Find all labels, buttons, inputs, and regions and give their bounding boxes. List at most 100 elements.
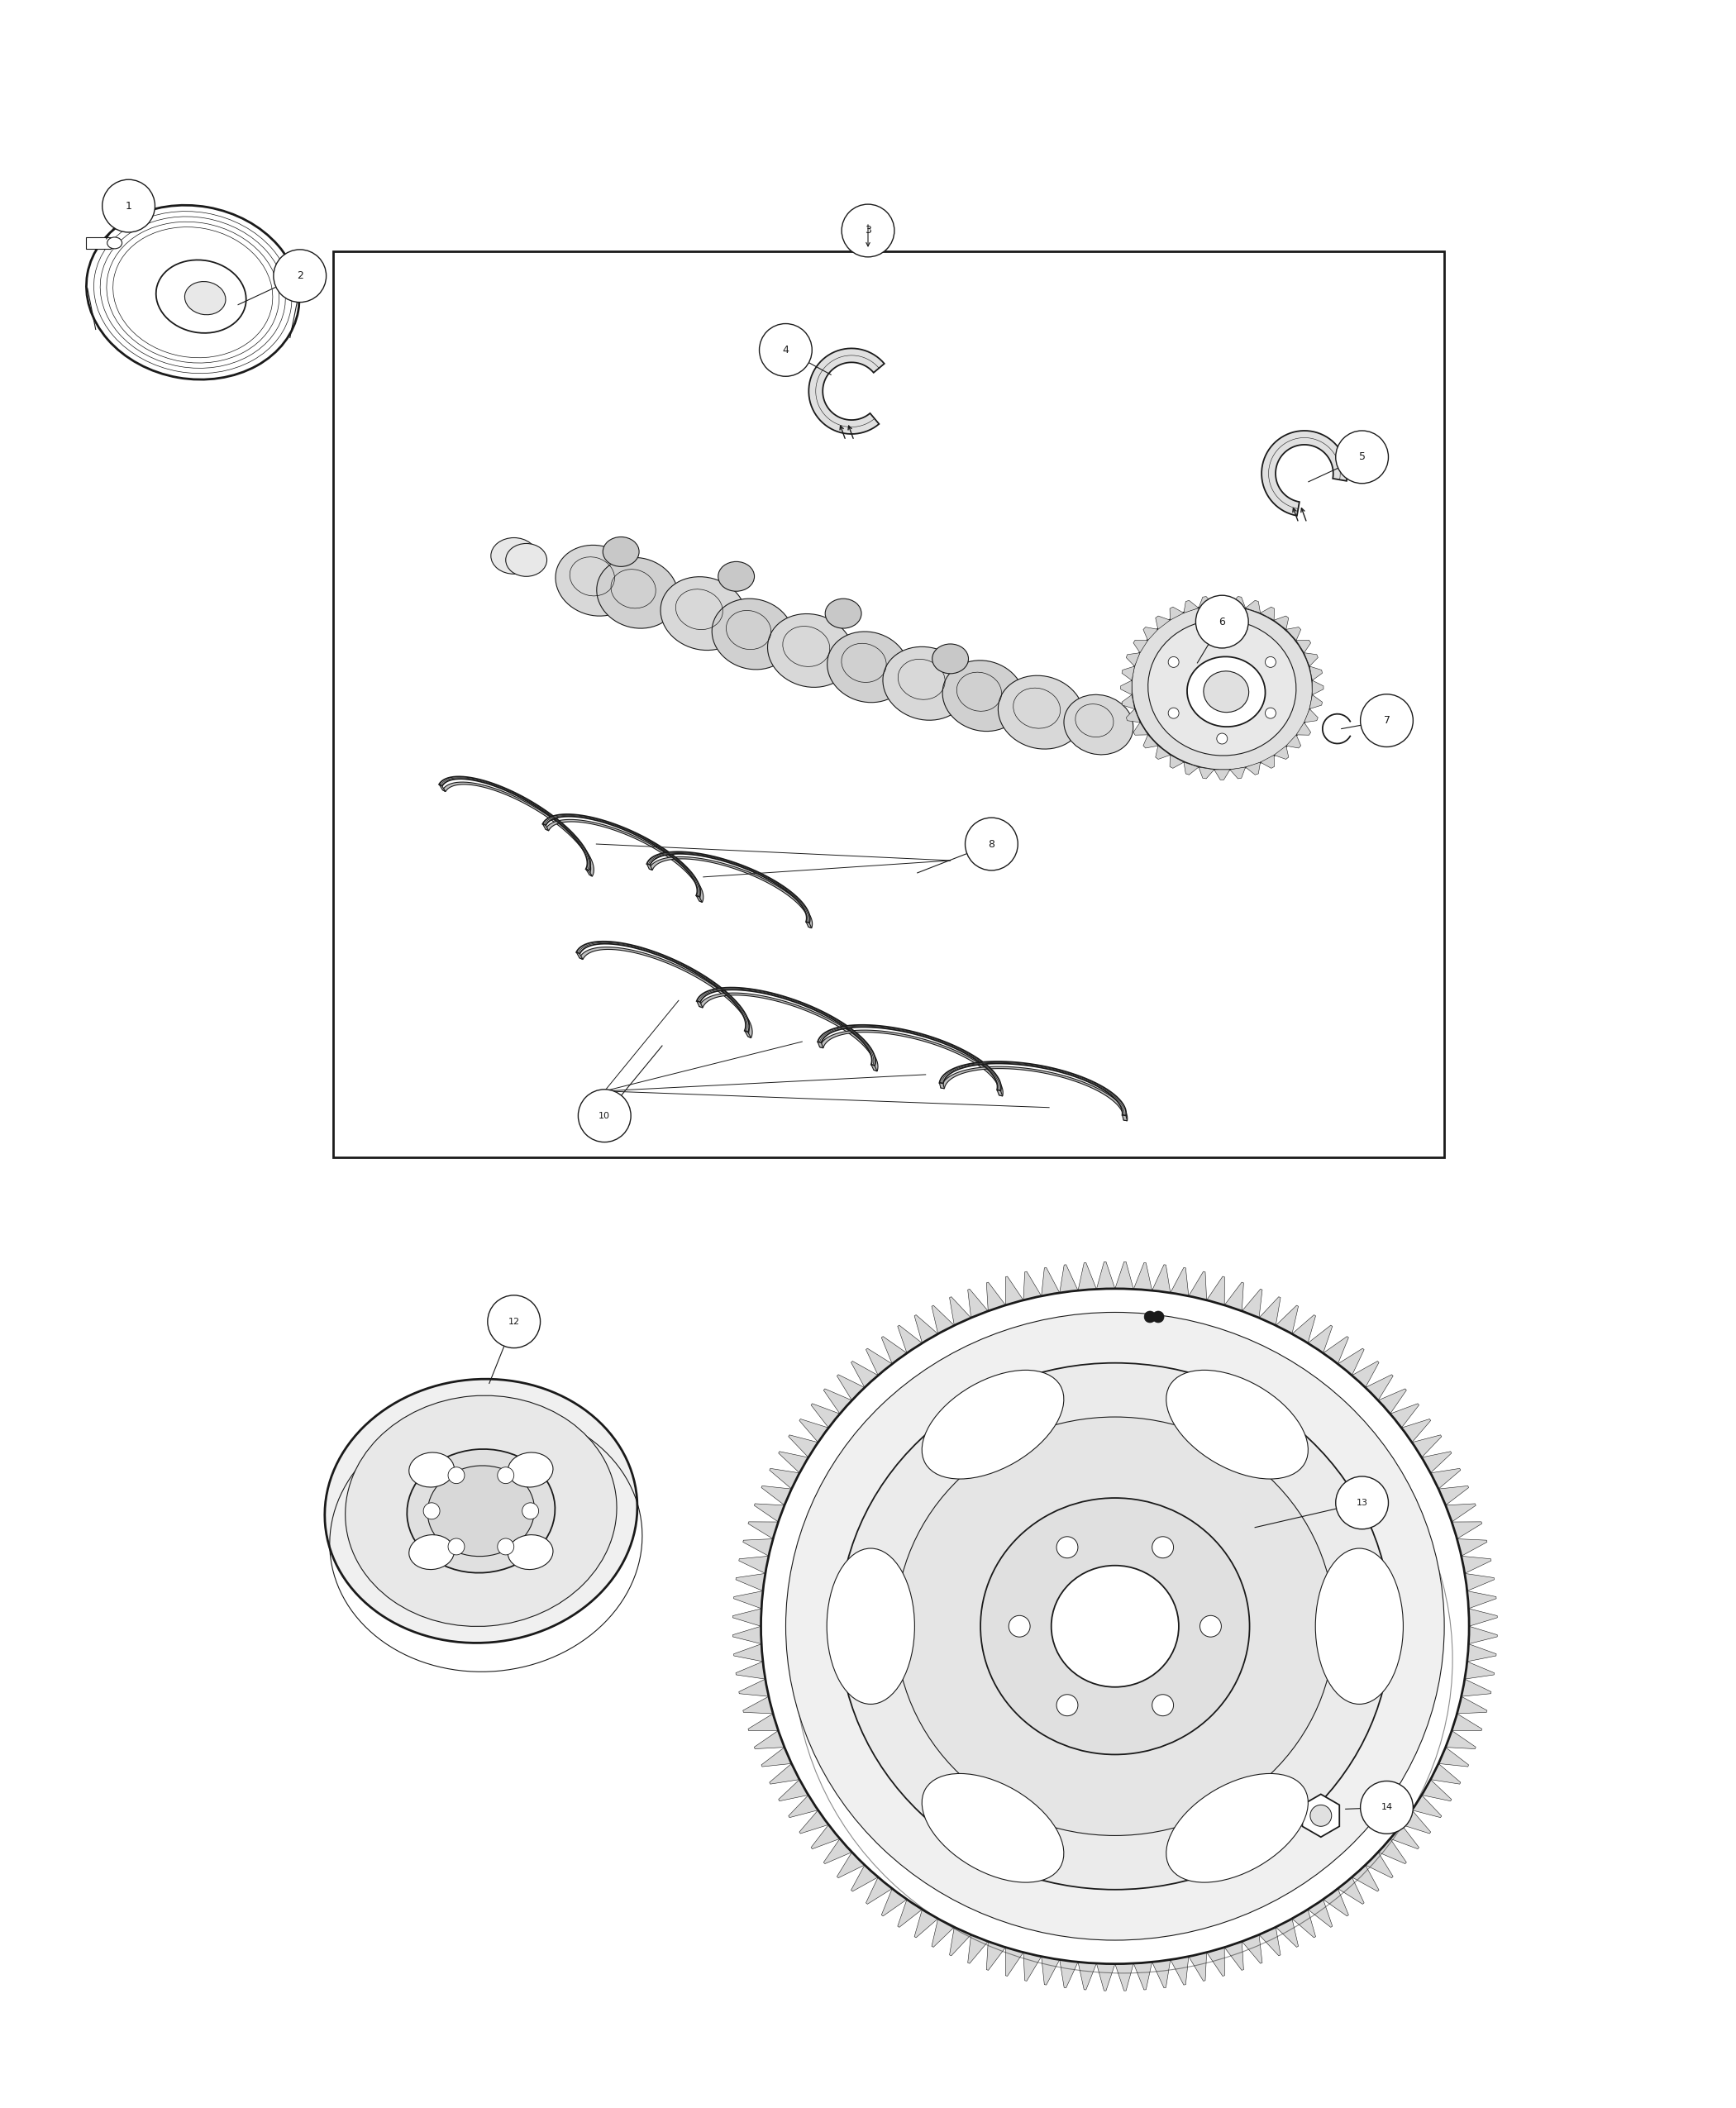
- Circle shape: [578, 1090, 630, 1143]
- Polygon shape: [939, 1084, 944, 1088]
- Polygon shape: [1411, 1436, 1441, 1457]
- Polygon shape: [696, 896, 703, 902]
- Ellipse shape: [602, 538, 639, 567]
- Polygon shape: [743, 1539, 773, 1556]
- Ellipse shape: [828, 632, 908, 702]
- Polygon shape: [748, 1522, 778, 1539]
- Polygon shape: [967, 1935, 988, 1963]
- Polygon shape: [1207, 1948, 1224, 1975]
- Polygon shape: [576, 953, 583, 959]
- Polygon shape: [778, 1779, 809, 1800]
- Polygon shape: [1462, 1680, 1491, 1697]
- Ellipse shape: [1187, 658, 1266, 727]
- Polygon shape: [1184, 763, 1198, 776]
- Polygon shape: [871, 1065, 877, 1071]
- Polygon shape: [1156, 616, 1170, 630]
- Polygon shape: [1121, 681, 1132, 696]
- Polygon shape: [769, 1764, 800, 1783]
- Polygon shape: [1304, 708, 1318, 723]
- Circle shape: [1153, 1311, 1165, 1322]
- Polygon shape: [950, 1296, 970, 1326]
- Polygon shape: [932, 1918, 955, 1948]
- Polygon shape: [986, 1941, 1005, 1971]
- Ellipse shape: [838, 1364, 1391, 1889]
- Polygon shape: [1170, 1267, 1189, 1296]
- Polygon shape: [1286, 626, 1300, 641]
- Polygon shape: [1276, 1305, 1299, 1334]
- Polygon shape: [1005, 1277, 1024, 1305]
- Circle shape: [448, 1467, 465, 1484]
- Polygon shape: [1059, 1265, 1078, 1292]
- Polygon shape: [788, 1436, 818, 1457]
- Polygon shape: [1245, 763, 1260, 776]
- Polygon shape: [818, 1041, 823, 1048]
- Circle shape: [759, 325, 812, 377]
- Polygon shape: [443, 782, 594, 877]
- Polygon shape: [1286, 736, 1300, 748]
- Polygon shape: [1184, 601, 1198, 613]
- Polygon shape: [1115, 1963, 1134, 1990]
- Polygon shape: [1401, 1419, 1430, 1442]
- Circle shape: [1311, 1804, 1332, 1826]
- Polygon shape: [1366, 1853, 1392, 1878]
- Polygon shape: [967, 1290, 988, 1318]
- Polygon shape: [736, 1661, 766, 1680]
- Polygon shape: [1422, 1779, 1451, 1800]
- Polygon shape: [1121, 666, 1135, 681]
- Ellipse shape: [1203, 670, 1248, 713]
- Ellipse shape: [712, 599, 793, 670]
- Circle shape: [498, 1539, 514, 1556]
- Text: 13: 13: [1356, 1499, 1368, 1507]
- Ellipse shape: [1316, 1549, 1403, 1703]
- Polygon shape: [939, 1062, 1127, 1115]
- Ellipse shape: [108, 238, 122, 249]
- Polygon shape: [1198, 597, 1213, 607]
- Circle shape: [1168, 708, 1179, 719]
- Polygon shape: [811, 1826, 840, 1849]
- Polygon shape: [866, 1876, 892, 1904]
- Polygon shape: [1229, 767, 1245, 778]
- Polygon shape: [696, 987, 875, 1067]
- Polygon shape: [1457, 1539, 1488, 1556]
- Polygon shape: [1297, 641, 1311, 653]
- Polygon shape: [819, 1031, 1003, 1096]
- Ellipse shape: [184, 282, 226, 314]
- Polygon shape: [734, 1644, 762, 1661]
- Polygon shape: [1430, 1469, 1460, 1488]
- Polygon shape: [1059, 1960, 1078, 1988]
- Polygon shape: [1259, 1296, 1281, 1326]
- Polygon shape: [818, 1024, 1002, 1090]
- Polygon shape: [1451, 1522, 1483, 1539]
- Polygon shape: [576, 942, 750, 1033]
- Polygon shape: [736, 1573, 766, 1592]
- Ellipse shape: [922, 1773, 1064, 1882]
- Polygon shape: [1465, 1661, 1495, 1680]
- Ellipse shape: [1064, 696, 1134, 755]
- Polygon shape: [700, 993, 878, 1071]
- Text: 3: 3: [865, 226, 871, 236]
- Polygon shape: [915, 1910, 937, 1937]
- Polygon shape: [745, 1031, 752, 1037]
- Polygon shape: [837, 1853, 865, 1878]
- Text: 10: 10: [599, 1111, 611, 1119]
- Polygon shape: [1134, 1963, 1153, 1990]
- Ellipse shape: [884, 647, 969, 721]
- Polygon shape: [1451, 1714, 1483, 1731]
- Polygon shape: [1302, 1794, 1340, 1836]
- Circle shape: [842, 204, 894, 257]
- Polygon shape: [734, 1592, 762, 1608]
- Polygon shape: [1338, 1876, 1364, 1904]
- Polygon shape: [882, 1336, 906, 1364]
- Polygon shape: [1121, 696, 1135, 708]
- Ellipse shape: [719, 561, 755, 590]
- Circle shape: [448, 1539, 465, 1556]
- Polygon shape: [740, 1556, 769, 1573]
- Ellipse shape: [1052, 1566, 1179, 1686]
- Polygon shape: [85, 238, 111, 249]
- Polygon shape: [696, 1001, 703, 1008]
- Polygon shape: [1465, 1573, 1495, 1592]
- Polygon shape: [740, 1680, 769, 1697]
- Polygon shape: [851, 1362, 878, 1387]
- Polygon shape: [1430, 1764, 1460, 1783]
- Polygon shape: [1323, 1889, 1349, 1916]
